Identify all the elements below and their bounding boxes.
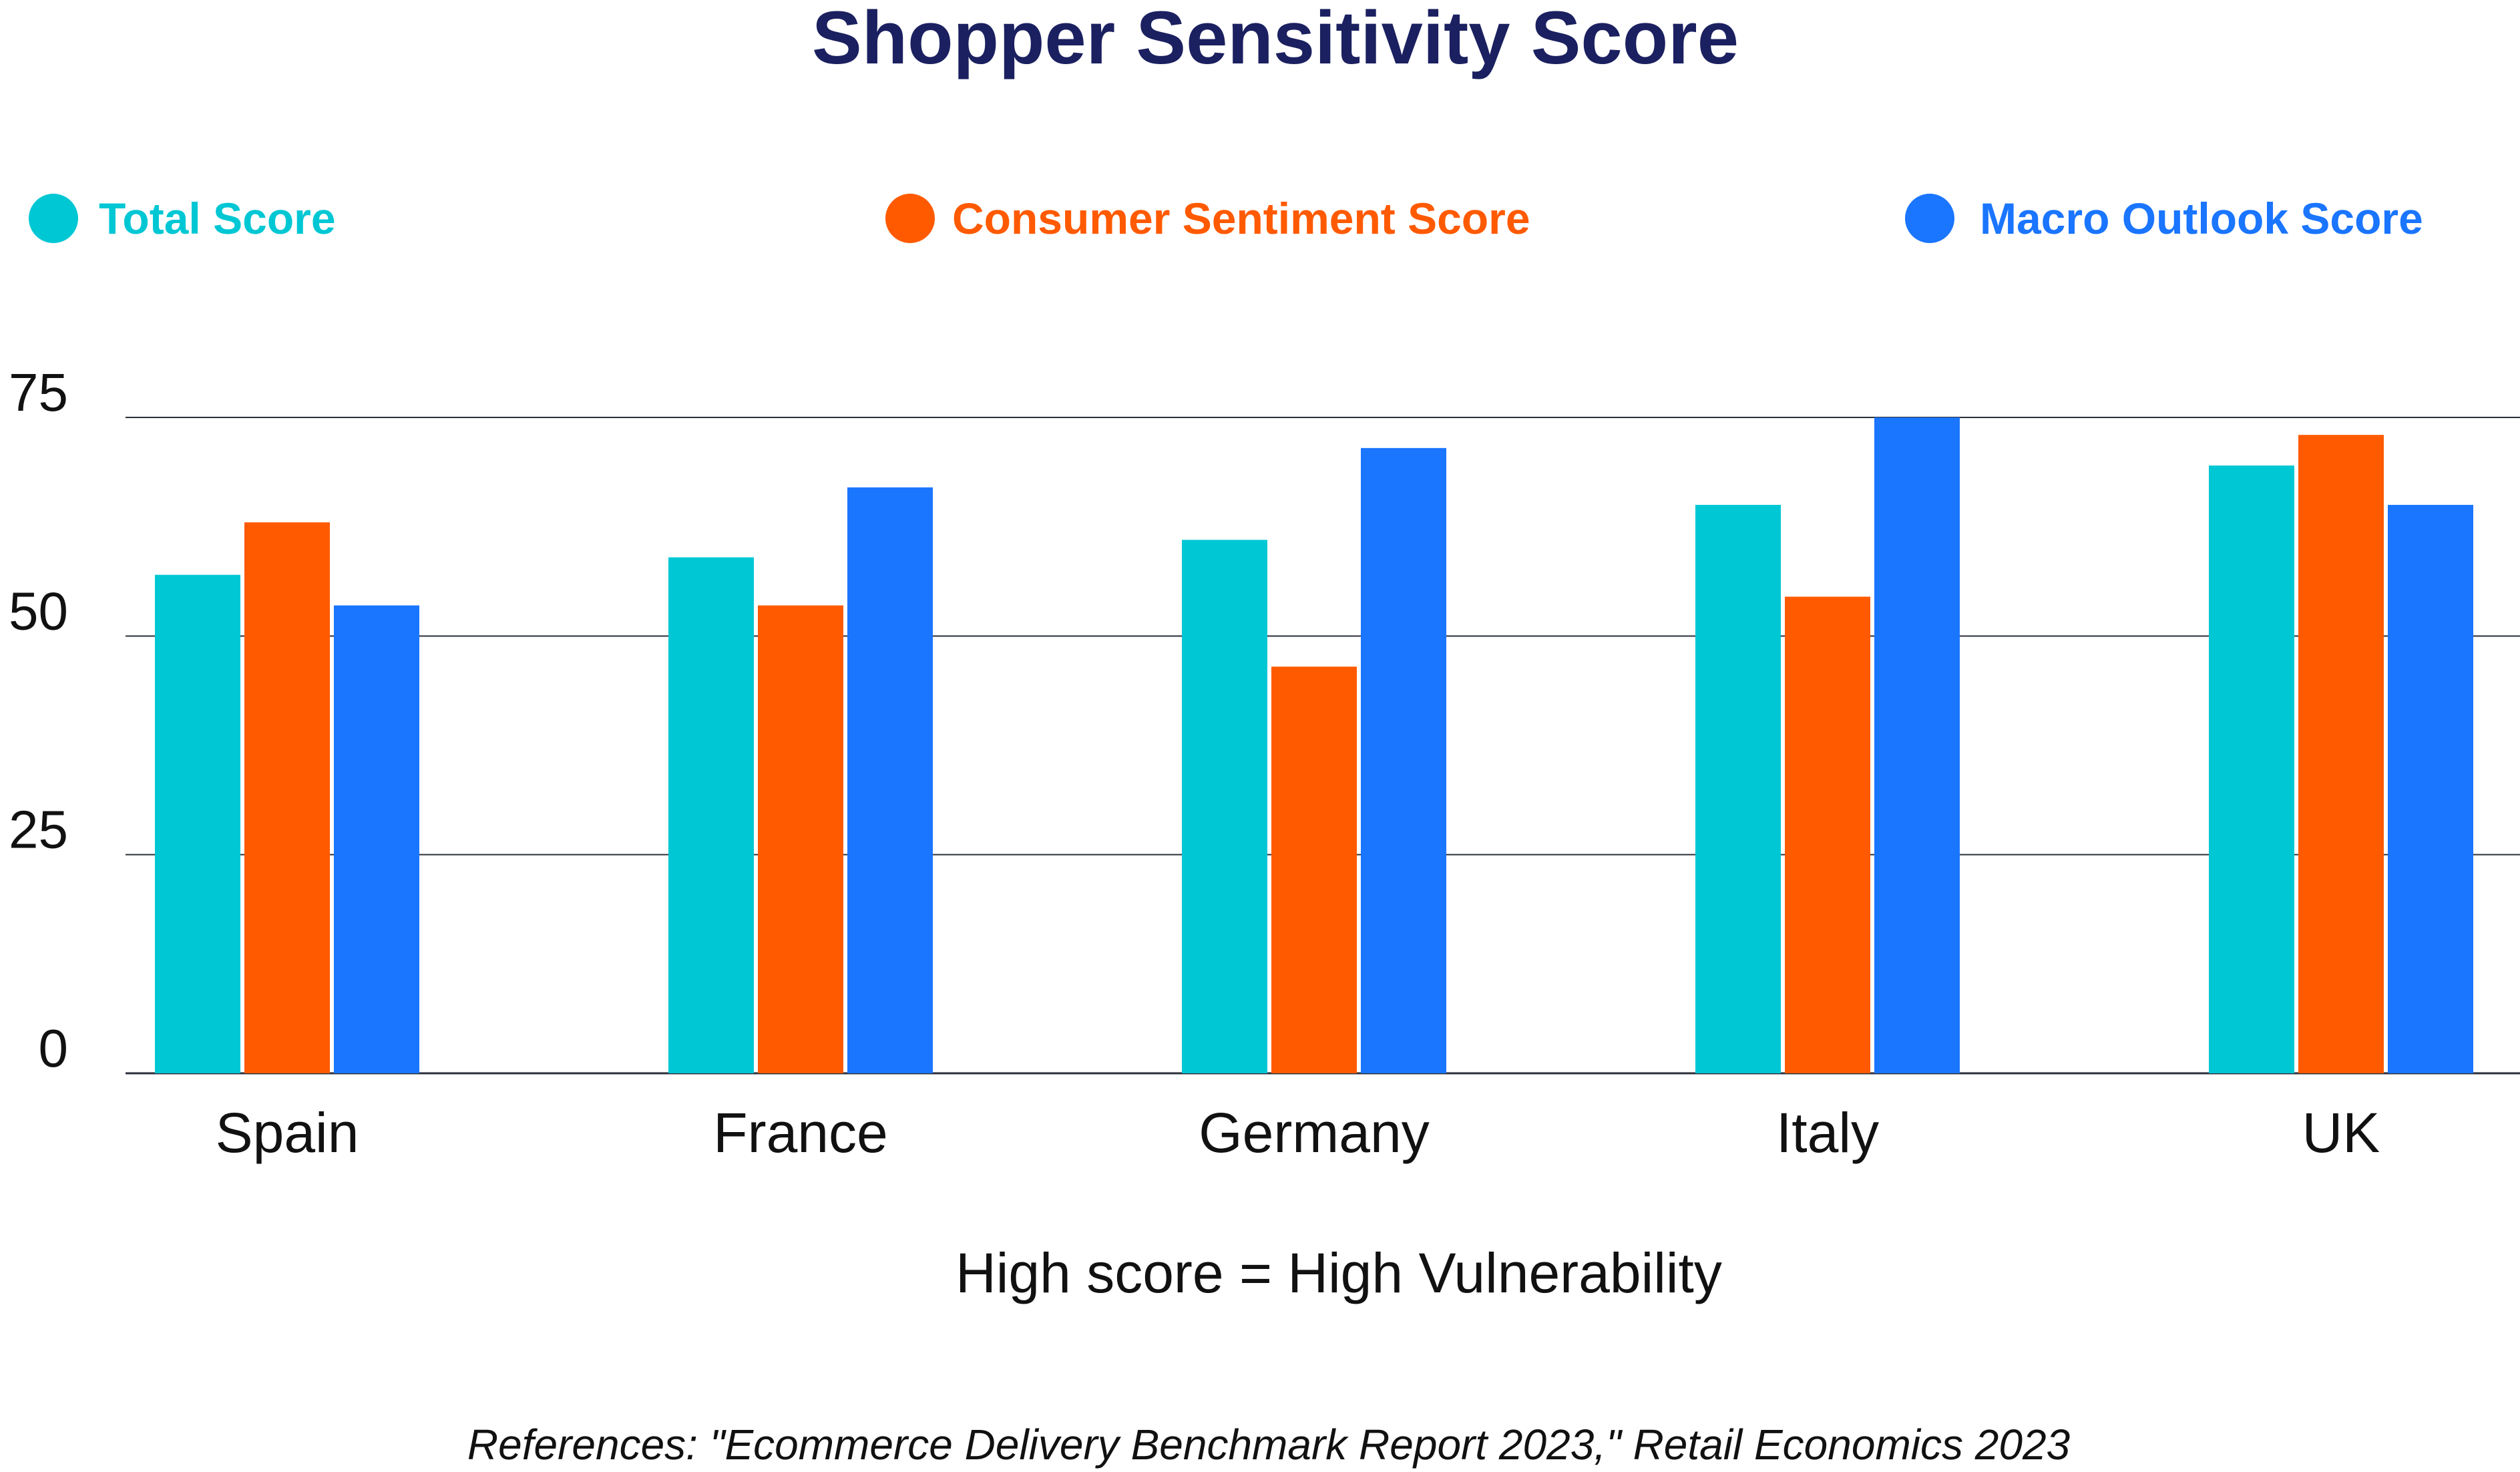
bars xyxy=(155,417,2473,1073)
bar-france-macro-outlook-score xyxy=(847,487,933,1073)
bar-italy-consumer-sentiment-score xyxy=(1785,596,1870,1073)
bar-germany-total-score xyxy=(1182,540,1267,1073)
bar-italy-total-score xyxy=(1695,504,1781,1073)
x-tick-label-italy: Italy xyxy=(1776,1101,1879,1164)
bar-germany-macro-outlook-score xyxy=(1361,447,1446,1073)
x-tick-label-france: France xyxy=(713,1101,887,1164)
x-tick-label-uk: UK xyxy=(2302,1101,2380,1164)
x-axis-categories: Spain France Germany Italy UK xyxy=(216,1101,2380,1164)
legend-label-total-score: Total Score xyxy=(99,194,336,243)
bar-uk-macro-outlook-score xyxy=(2388,504,2473,1073)
y-tick-label-75: 75 xyxy=(9,363,68,422)
bar-spain-total-score xyxy=(155,574,240,1073)
legend-label-consumer-sentiment-score: Consumer Sentiment Score xyxy=(952,194,1530,243)
bar-uk-total-score xyxy=(2209,466,2294,1073)
legend-label-macro-outlook-score: Macro Outlook Score xyxy=(1980,194,2423,243)
bar-spain-consumer-sentiment-score xyxy=(244,522,330,1073)
chart-title: Shopper Sensitivity Score xyxy=(812,0,1739,79)
x-tick-label-spain: Spain xyxy=(216,1101,359,1164)
bar-france-consumer-sentiment-score xyxy=(758,605,843,1073)
bar-germany-consumer-sentiment-score xyxy=(1271,667,1357,1073)
bar-france-total-score xyxy=(668,557,754,1073)
legend: Total Score Consumer Sentiment Score Mac… xyxy=(29,194,2423,243)
plot-area: 0 25 50 75 Spain France Germany Italy UK xyxy=(9,363,2520,1164)
legend-swatch-consumer-sentiment-score xyxy=(885,194,935,243)
reference-note: References: "Ecommerce Delivery Benchmar… xyxy=(467,1421,2071,1469)
legend-swatch-total-score xyxy=(29,194,78,243)
y-tick-label-25: 25 xyxy=(9,800,68,860)
x-tick-label-germany: Germany xyxy=(1199,1101,1429,1164)
y-axis-ticks: 0 25 50 75 xyxy=(9,363,68,1078)
bar-uk-consumer-sentiment-score xyxy=(2298,435,2384,1073)
y-tick-label-50: 50 xyxy=(9,581,68,640)
y-tick-label-0: 0 xyxy=(39,1019,69,1078)
legend-swatch-macro-outlook-score xyxy=(1905,194,1954,243)
x-axis-title: High score = High Vulnerability xyxy=(956,1242,1722,1304)
bar-spain-macro-outlook-score xyxy=(334,605,419,1073)
bar-italy-macro-outlook-score xyxy=(1874,417,1960,1073)
